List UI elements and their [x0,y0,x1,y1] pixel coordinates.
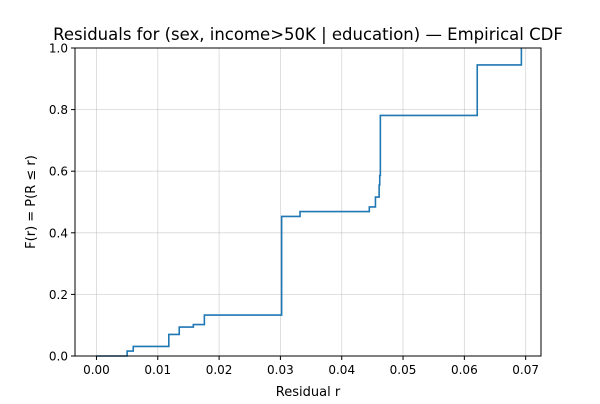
ecdf-step-line [96,48,523,357]
axes-frame [74,47,542,357]
x-tick-label: 0.02 [206,363,233,377]
ticks: 0.00 0.01 0.02 0.03 0.04 0.05 0.06 0.07 0.0 0.2 0.… [49,42,539,378]
x-tick-label: 0.07 [512,363,539,377]
series-layer [96,48,523,357]
y-tick-label: 0.6 [49,165,68,179]
y-tick-label: 1.0 [49,42,68,56]
x-tick-label: 0.05 [390,363,417,377]
grid [75,47,541,357]
y-tick-label: 0.0 [49,350,68,364]
x-tick-label: 0.06 [451,363,478,377]
x-tick-label: 0.04 [328,363,355,377]
y-tick-label: 0.2 [49,288,68,302]
x-tick-label: 0.00 [83,363,110,377]
y-axis-label: F(r) = P(R ≤ r) [24,155,39,249]
y-tick-label: 0.8 [49,103,68,117]
x-tick-label: 0.01 [144,363,171,377]
x-axis-label: Residual r [276,385,341,400]
chart-title: Residuals for (sex, income>50K | educati… [53,25,563,44]
y-tick-label: 0.4 [49,226,68,240]
x-tick-label: 0.03 [267,363,294,377]
